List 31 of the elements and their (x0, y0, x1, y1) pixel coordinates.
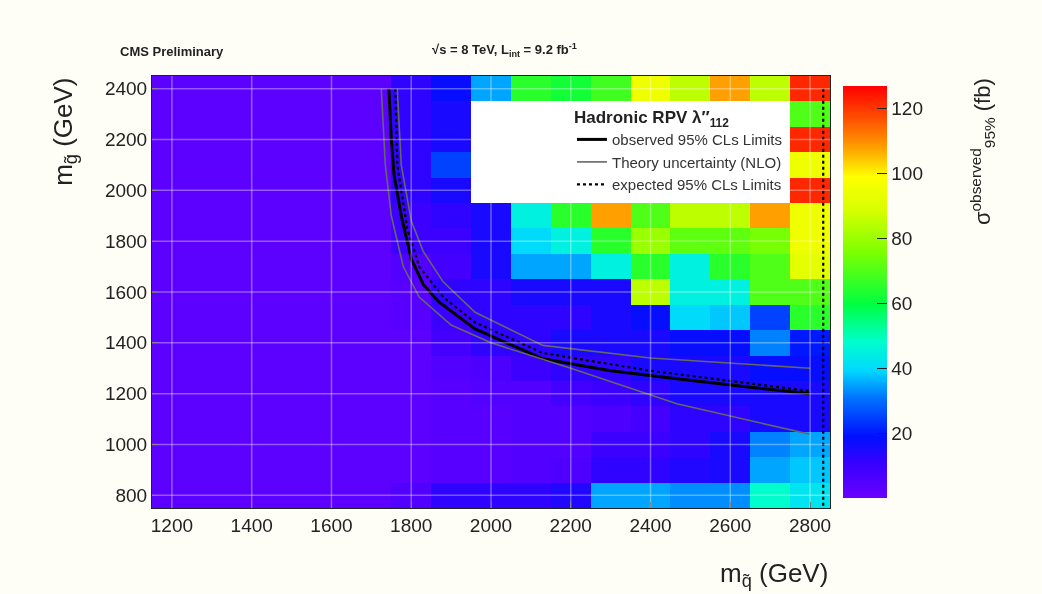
y-tick-label: 1600 (104, 281, 148, 303)
chart-title: CMS Preliminary (120, 44, 225, 59)
y-tick-label: 1200 (104, 383, 148, 405)
x-tick-label: 1800 (390, 514, 433, 536)
legend-label: Theory uncertainty (NLO) (611, 153, 782, 171)
legend-title: Hadronic RPV λ″$_{112}$ (573, 108, 730, 130)
x-tick-label: 1200 (150, 514, 194, 536)
color-bar-label: 120 (891, 98, 923, 120)
x-tick-label: 2400 (629, 514, 672, 536)
color-bar-label: 80 (891, 228, 913, 250)
x-tick-label: 2000 (469, 514, 513, 536)
x-tick-label: 2800 (788, 514, 832, 536)
y-tick-label: 2200 (104, 129, 148, 151)
y-tick-label: 1400 (104, 332, 148, 354)
color-bar-label: 100 (891, 163, 923, 185)
y-tick-label: 2400 (104, 78, 148, 100)
y-tick-label: 1800 (104, 230, 148, 252)
y-tick-label: 2000 (104, 180, 148, 201)
x-tick-label: 2200 (549, 514, 592, 536)
chart-subtitle: √s = 8 TeV, L$_{int}$ = 9.2 fb$^{-1}$ (432, 41, 577, 60)
x-tick-label: 1600 (310, 514, 353, 536)
x-tick-label: 1400 (230, 514, 273, 536)
legend-label: observed 95% CLs Limits (611, 131, 783, 149)
color-bar-label: 40 (891, 357, 913, 379)
legend-label: expected 95% CLs Limits (611, 176, 782, 194)
x-axis-title: m$_{q̃}$ (GeV) (720, 558, 829, 592)
y-tick-label: 800 (115, 484, 148, 506)
y-tick-label: 1000 (104, 434, 148, 456)
color-bar-label: 20 (891, 422, 913, 444)
color-bar-label: 60 (891, 293, 913, 314)
x-tick-label: 2600 (709, 514, 752, 536)
